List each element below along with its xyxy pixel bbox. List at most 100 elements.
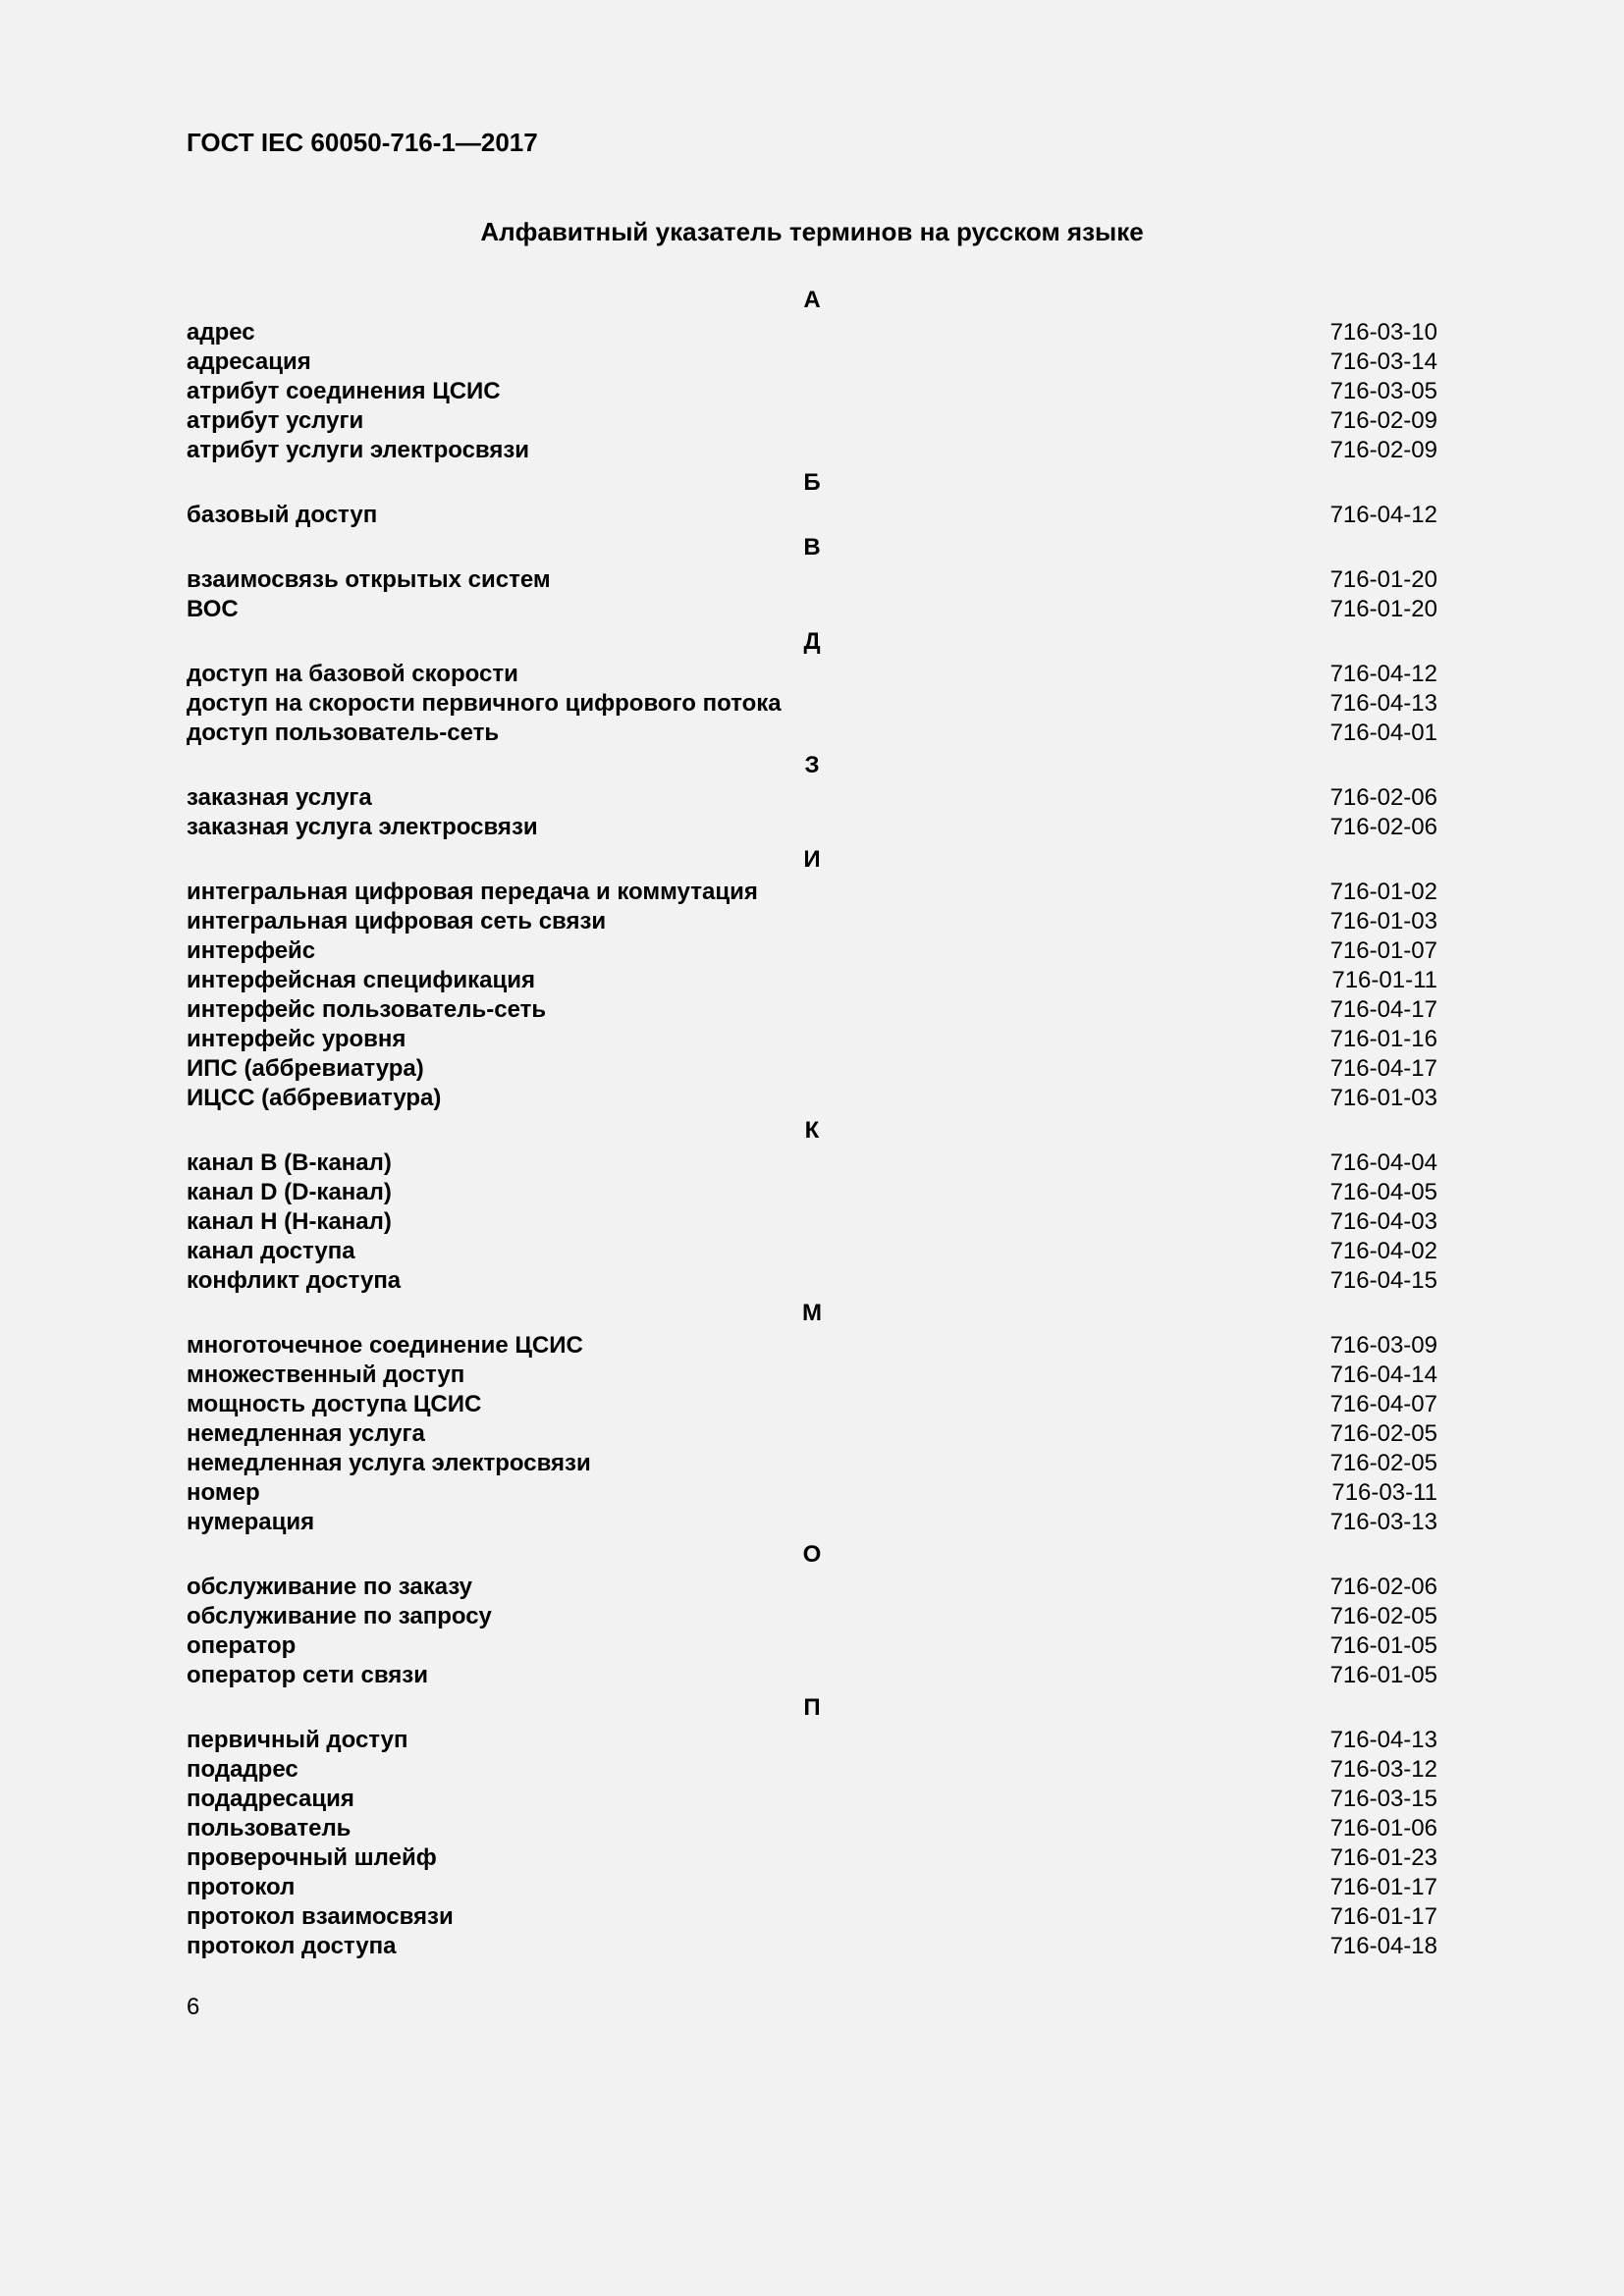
index-entry: заказная услуга 716-02-06	[187, 783, 1437, 813]
index-code: 716-02-05	[1311, 1449, 1437, 1478]
index-term: ВОС	[187, 595, 239, 624]
index-term: доступ на базовой скорости	[187, 660, 518, 689]
index-code: 716-04-14	[1311, 1361, 1437, 1390]
index-term: протокол взаимосвязи	[187, 1902, 454, 1932]
index-entry: протокол доступа716-04-18	[187, 1932, 1437, 1961]
index-code: 716-01-20	[1311, 565, 1437, 595]
index-term: адрес	[187, 318, 255, 347]
index-code: 716-02-05	[1311, 1602, 1437, 1631]
index-entry: пользователь716-01-06	[187, 1814, 1437, 1843]
index-term: интерфейс пользователь-сеть	[187, 995, 546, 1025]
index-term: канал D (D-канал)	[187, 1178, 392, 1207]
index-code: 716-02-06	[1311, 783, 1437, 813]
page-title: Алфавитный указатель терминов на русском…	[187, 217, 1437, 247]
index-term: заказная услуга	[187, 783, 372, 813]
index-entry: заказная услуга электросвязи716-02-06	[187, 813, 1437, 842]
index-code: 716-04-17	[1311, 995, 1437, 1025]
index-body: Аадрес716-03-10адресация716-03-14атрибут…	[187, 287, 1437, 1961]
index-code: 716-04-13	[1311, 1726, 1437, 1755]
index-entry: атрибут услуги716-02-09	[187, 406, 1437, 436]
index-term: протокол	[187, 1873, 295, 1902]
index-term: атрибут услуги электросвязи	[187, 436, 529, 465]
index-entry: нумерация716-03-13	[187, 1508, 1437, 1537]
index-term: адресация	[187, 347, 311, 377]
index-term: оператор	[187, 1631, 296, 1661]
index-code: 716-02-09	[1311, 406, 1437, 436]
index-code: 716-01-06	[1311, 1814, 1437, 1843]
section-letter: П	[187, 1694, 1437, 1722]
index-entry: интерфейс уровня716-01-16	[187, 1025, 1437, 1054]
index-entry: интегральная цифровая передача и коммута…	[187, 878, 1437, 907]
index-entry: ИПС (аббревиатура)716-04-17	[187, 1054, 1437, 1084]
index-entry: множественный доступ 716-04-14	[187, 1361, 1437, 1390]
index-entry: канал доступа716-04-02	[187, 1237, 1437, 1266]
index-term: протокол доступа	[187, 1932, 396, 1961]
index-code: 716-03-13	[1311, 1508, 1437, 1537]
index-entry: немедленная услуга716-02-05	[187, 1419, 1437, 1449]
index-entry: первичный доступ 716-04-13	[187, 1726, 1437, 1755]
index-term: обслуживание по заказу	[187, 1573, 472, 1602]
section-letter: А	[187, 287, 1437, 314]
index-entry: базовый доступ 716-04-12	[187, 501, 1437, 530]
index-term: интегральная цифровая передача и коммута…	[187, 878, 758, 907]
index-code: 716-01-16	[1311, 1025, 1437, 1054]
index-code: 716-03-14	[1311, 347, 1437, 377]
index-code: 716-03-09	[1311, 1331, 1437, 1361]
index-term: базовый доступ	[187, 501, 377, 530]
index-entry: обслуживание по заказу716-02-06	[187, 1573, 1437, 1602]
index-code: 716-01-23	[1311, 1843, 1437, 1873]
index-code: 716-04-12	[1311, 660, 1437, 689]
index-code: 716-01-03	[1311, 907, 1437, 936]
index-entry: проверочный шлейф 716-01-23	[187, 1843, 1437, 1873]
index-entry: протокол взаимосвязи716-01-17	[187, 1902, 1437, 1932]
index-code: 716-01-20	[1311, 595, 1437, 624]
index-term: подадрес	[187, 1755, 298, 1785]
index-term: интегральная цифровая сеть связи	[187, 907, 606, 936]
index-term: множественный доступ	[187, 1361, 464, 1390]
section-letter: К	[187, 1117, 1437, 1145]
index-entry: канал D (D-канал) 716-04-05	[187, 1178, 1437, 1207]
index-code: 716-04-05	[1311, 1178, 1437, 1207]
index-entry: обслуживание по запросу716-02-05	[187, 1602, 1437, 1631]
index-entry: ИЦСС (аббревиатура)716-01-03	[187, 1084, 1437, 1113]
index-code: 716-01-17	[1311, 1873, 1437, 1902]
section-letter: З	[187, 752, 1437, 779]
index-code: 716-01-07	[1311, 936, 1437, 966]
index-entry: доступ пользователь-сеть716-04-01	[187, 719, 1437, 748]
index-code: 716-04-13	[1311, 689, 1437, 719]
index-term: проверочный шлейф	[187, 1843, 437, 1873]
index-code: 716-03-05	[1311, 377, 1437, 406]
index-entry: конфликт доступа716-04-15	[187, 1266, 1437, 1296]
index-code: 716-04-04	[1311, 1148, 1437, 1178]
index-code: 716-04-07	[1311, 1390, 1437, 1419]
index-entry: канал B (B-канал) 716-04-04	[187, 1148, 1437, 1178]
index-term: номер	[187, 1478, 260, 1508]
index-code: 716-02-05	[1311, 1419, 1437, 1449]
index-term: первичный доступ	[187, 1726, 407, 1755]
index-entry: адресация 716-03-14	[187, 347, 1437, 377]
index-code: 716-04-12	[1311, 501, 1437, 530]
index-entry: оператор716-01-05	[187, 1631, 1437, 1661]
index-entry: номер716-03-11	[187, 1478, 1437, 1508]
index-entry: атрибут услуги электросвязи716-02-09	[187, 436, 1437, 465]
index-code: 716-01-11	[1312, 966, 1437, 995]
section-letter: Д	[187, 628, 1437, 656]
index-entry: взаимосвязь открытых систем716-01-20	[187, 565, 1437, 595]
index-entry: мощность доступа ЦСИС716-04-07	[187, 1390, 1437, 1419]
index-entry: адрес716-03-10	[187, 318, 1437, 347]
index-term: ИЦСС (аббревиатура)	[187, 1084, 441, 1113]
index-entry: подадресация716-03-15	[187, 1785, 1437, 1814]
index-term: многоточечное соединение ЦСИС	[187, 1331, 583, 1361]
index-entry: оператор сети связи716-01-05	[187, 1661, 1437, 1690]
index-term: немедленная услуга электросвязи	[187, 1449, 591, 1478]
index-code: 716-03-12	[1311, 1755, 1437, 1785]
index-term: оператор сети связи	[187, 1661, 428, 1690]
index-entry: атрибут соединения ЦСИС716-03-05	[187, 377, 1437, 406]
index-entry: интерфейс716-01-07	[187, 936, 1437, 966]
index-term: ИПС (аббревиатура)	[187, 1054, 424, 1084]
section-letter: И	[187, 846, 1437, 874]
index-term: канал B (B-канал)	[187, 1148, 392, 1178]
section-letter: В	[187, 534, 1437, 561]
index-code: 716-02-06	[1311, 813, 1437, 842]
index-term: конфликт доступа	[187, 1266, 401, 1296]
